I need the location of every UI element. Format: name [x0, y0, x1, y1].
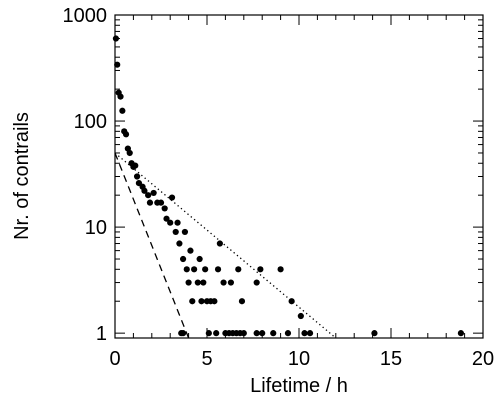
data-point — [181, 228, 189, 236]
data-point — [238, 298, 246, 305]
data-point — [185, 279, 192, 286]
data-point — [211, 298, 218, 305]
data-point — [157, 199, 165, 206]
data-point — [235, 266, 242, 273]
y-tick-label: 1000 — [63, 5, 108, 27]
y-tick-label: 1 — [96, 323, 107, 345]
data-point — [145, 192, 152, 199]
data-point — [306, 330, 314, 337]
data-point — [133, 173, 141, 180]
data-point — [122, 131, 130, 138]
data-point — [167, 219, 174, 226]
data-point — [202, 266, 209, 273]
data-point — [253, 330, 260, 337]
data-point — [141, 187, 148, 194]
data-point — [259, 330, 266, 337]
x-tick-label: 0 — [109, 348, 120, 370]
data-point — [187, 247, 194, 254]
data-markers — [112, 35, 465, 337]
data-point — [183, 266, 190, 273]
data-point — [253, 279, 260, 286]
x-axis-title: Lifetime / h — [250, 375, 348, 397]
data-point — [168, 194, 176, 201]
x-tick-label: 5 — [201, 348, 212, 370]
data-point — [119, 107, 126, 114]
data-point — [117, 93, 124, 100]
data-point — [126, 149, 133, 157]
data-point — [174, 219, 181, 226]
x-tick-label: 20 — [472, 348, 494, 370]
data-point — [213, 330, 220, 337]
data-point — [297, 312, 304, 320]
y-tick-label: 100 — [74, 111, 107, 133]
data-point — [284, 330, 292, 337]
data-point — [227, 279, 235, 286]
data-point — [176, 240, 183, 247]
data-point — [191, 266, 198, 273]
x-tick-label: 15 — [380, 348, 402, 370]
data-point — [172, 228, 179, 236]
data-point — [240, 330, 247, 337]
dashed-fit-line — [114, 152, 190, 339]
data-point — [288, 298, 295, 305]
data-point — [214, 266, 222, 273]
data-point — [112, 35, 120, 42]
data-point — [132, 162, 139, 169]
data-point — [220, 279, 227, 286]
data-point — [216, 240, 223, 247]
data-point — [200, 279, 207, 286]
y-axis-title: Nr. of contrails — [11, 112, 33, 240]
data-point — [163, 215, 170, 222]
data-point — [189, 298, 196, 305]
data-point — [371, 330, 378, 337]
data-point — [179, 255, 187, 263]
data-point — [114, 61, 121, 68]
reference-lines — [114, 152, 337, 339]
data-point — [301, 330, 308, 337]
data-point — [198, 298, 205, 305]
data-point — [194, 279, 201, 286]
data-point — [277, 266, 284, 273]
x-tick-label: 10 — [288, 348, 310, 370]
data-point — [179, 330, 187, 337]
dotted-fit-line — [114, 152, 337, 339]
data-point — [196, 255, 203, 263]
y-tick-label: 10 — [85, 217, 107, 239]
data-point — [270, 330, 277, 337]
tick-labels: 0 5 10 15 20 1 10 100 1000 — [63, 5, 495, 370]
data-point — [161, 205, 168, 212]
data-point — [257, 266, 264, 273]
data-point — [205, 330, 212, 337]
data-point — [146, 199, 154, 206]
data-point — [457, 330, 465, 337]
data-point — [150, 189, 157, 197]
plot-frame — [114, 14, 484, 339]
plot-area-border — [114, 14, 484, 339]
axis-ticks — [114, 14, 484, 338]
